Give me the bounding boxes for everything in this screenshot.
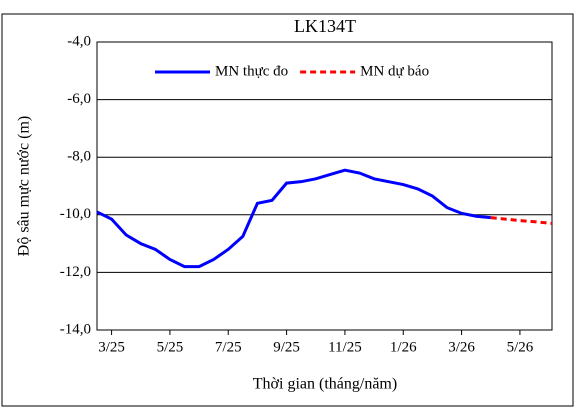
series-line: [96, 168, 491, 269]
y-tick-label: -6,0: [67, 91, 91, 107]
plot-frame: [96, 41, 553, 331]
y-tick-label: -14,0: [60, 321, 91, 337]
y-tick-label: -8,0: [67, 149, 91, 165]
x-tick-label: 7/25: [215, 339, 242, 355]
chart-frame: [1, 13, 574, 407]
x-tick-label: 9/25: [273, 339, 300, 355]
y-tick-label: -12,0: [60, 264, 91, 280]
y-tick-label: -10,0: [60, 206, 91, 222]
y-axis-title: Độ sâu mực nước (m): [16, 116, 33, 256]
legend-label: MN dự báo: [360, 63, 429, 79]
x-tick-label: 3/26: [448, 339, 475, 355]
x-tick-label: 5/26: [507, 339, 534, 355]
x-axis-title: Thời gian (tháng/năm): [253, 376, 397, 393]
x-tick-label: 5/25: [157, 339, 184, 355]
chart-title: LK134T: [294, 16, 356, 36]
x-tick-label: 1/26: [390, 339, 417, 355]
y-tick-label: -4,0: [67, 33, 91, 49]
x-tick-label: 3/25: [98, 339, 125, 355]
x-tick-label: 11/25: [328, 339, 362, 355]
series-line: [490, 216, 553, 225]
legend-label: MN thực đo: [215, 63, 288, 79]
